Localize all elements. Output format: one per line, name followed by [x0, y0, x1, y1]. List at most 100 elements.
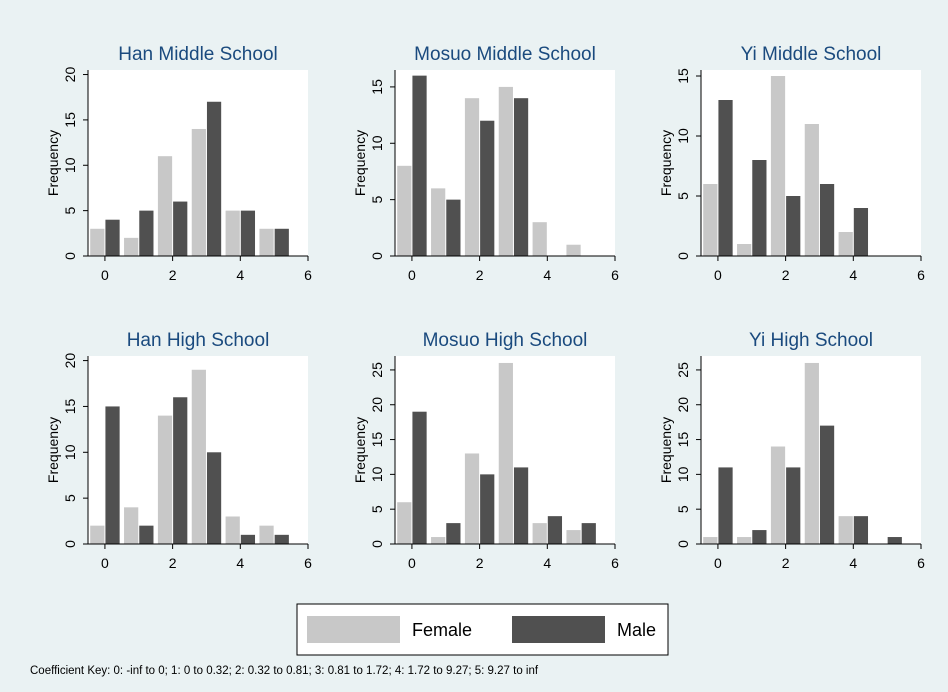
y-tick-label: 20 [62, 67, 78, 83]
bar-male [718, 100, 733, 256]
x-tick-label: 0 [408, 267, 416, 283]
y-tick-label: 10 [369, 135, 385, 151]
y-tick-label: 0 [369, 252, 385, 260]
bar-male [819, 184, 835, 256]
legend-male-label: Male [617, 620, 656, 640]
bar-male [412, 411, 427, 544]
y-tick-label: 0 [62, 252, 78, 260]
bar-male [480, 474, 495, 544]
x-tick-label: 4 [236, 267, 244, 283]
bar-female [703, 537, 718, 544]
bar-male [274, 534, 289, 544]
bar-female [157, 156, 173, 256]
bar-female [498, 86, 513, 256]
y-tick-label: 10 [675, 128, 691, 144]
bar-female [157, 415, 173, 544]
bar-male [446, 523, 461, 544]
y-tick-label: 25 [675, 362, 691, 378]
y-axis-label: Frequency [658, 130, 674, 196]
bar-female [566, 244, 581, 256]
x-tick-label: 6 [304, 267, 312, 283]
x-tick-label: 2 [169, 267, 177, 283]
bar-male [206, 101, 222, 256]
y-tick-label: 0 [369, 540, 385, 548]
bar-female [464, 453, 480, 544]
y-tick-label: 15 [675, 432, 691, 448]
bar-female [804, 362, 819, 544]
bar-male [547, 516, 563, 544]
bar-male [139, 210, 154, 256]
y-axis-label: Frequency [658, 417, 674, 483]
y-tick-label: 0 [675, 540, 691, 548]
x-tick-label: 4 [236, 555, 244, 571]
bar-female [431, 188, 446, 256]
y-tick-label: 20 [62, 353, 78, 369]
legend-male-swatch [512, 616, 605, 643]
y-axis-label: Frequency [45, 130, 61, 196]
bar-male [139, 525, 154, 544]
x-tick-label: 0 [101, 267, 109, 283]
legend: Female Male [296, 603, 669, 656]
x-tick-label: 6 [917, 555, 925, 571]
x-tick-label: 2 [476, 555, 484, 571]
panel-title: Mosuo High School [423, 330, 588, 351]
bar-female [225, 516, 240, 544]
bar-male [446, 199, 461, 256]
y-tick-label: 5 [675, 192, 691, 200]
legend-female-swatch [307, 616, 400, 643]
panel-title: Mosuo Middle School [414, 44, 596, 65]
panel-title: Han High School [127, 330, 270, 351]
bar-female [225, 210, 240, 256]
x-tick-label: 0 [101, 555, 109, 571]
bar-male [480, 120, 495, 257]
panel-title: Yi High School [749, 330, 873, 351]
y-tick-label: 10 [62, 157, 78, 173]
coefficient-key-note: Coefficient Key: 0: -inf to 0; 1: 0 to 0… [30, 665, 539, 677]
bar-female [737, 537, 752, 544]
x-tick-label: 6 [611, 267, 619, 283]
y-tick-label: 10 [62, 444, 78, 460]
bar-male [173, 397, 188, 544]
chart-panel: 0 5 10 15 0 2 4 6 Frequency Yi Middle School [658, 44, 925, 283]
x-tick-label: 0 [714, 267, 722, 283]
bar-female [464, 98, 480, 256]
bar-female [770, 76, 786, 256]
bar-female [124, 237, 139, 256]
y-tick-label: 25 [369, 362, 385, 378]
bar-female [397, 165, 412, 256]
y-tick-label: 5 [369, 505, 385, 513]
bar-female [124, 507, 139, 544]
bar-male [887, 537, 902, 544]
bar-male [786, 196, 801, 256]
bar-female [566, 530, 581, 544]
chart-panel: 0 5 10 15 20 0 2 4 6 Frequency Han High School [45, 330, 312, 571]
bar-female [737, 244, 752, 256]
bar-female [770, 446, 786, 544]
bar-male [718, 467, 733, 544]
chart-panel: 0 5 10 15 20 0 2 4 6 Frequency Han Middle School [45, 44, 312, 283]
bar-female [703, 184, 718, 256]
bar-male [752, 160, 767, 256]
bar-female [532, 523, 547, 544]
bar-male [581, 523, 596, 544]
x-tick-label: 6 [917, 267, 925, 283]
y-tick-label: 10 [369, 466, 385, 482]
bar-female [532, 222, 547, 256]
bar-female [90, 228, 105, 256]
bar-male [412, 75, 427, 257]
bar-male [206, 452, 222, 544]
bar-male [853, 208, 869, 256]
bar-male [274, 228, 289, 256]
bar-female [838, 232, 853, 256]
bar-male [513, 98, 529, 256]
x-tick-label: 0 [408, 555, 416, 571]
x-tick-label: 2 [782, 267, 790, 283]
panel-title: Yi Middle School [741, 44, 882, 65]
y-tick-label: 15 [62, 398, 78, 414]
bar-female [397, 502, 412, 544]
x-tick-label: 2 [476, 267, 484, 283]
bar-male [240, 534, 256, 544]
bar-male [173, 201, 188, 256]
chart-panel: 0 5 10 15 0 2 4 6 Frequency Mosuo Middle School [352, 44, 619, 283]
